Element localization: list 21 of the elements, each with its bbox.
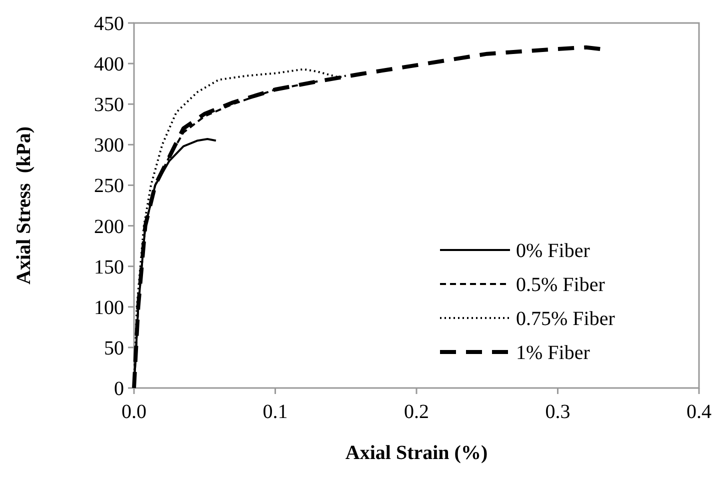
y-tick-label: 450 (94, 13, 124, 35)
y-tick-label: 350 (94, 94, 124, 116)
x-tick-label: 0.3 (545, 401, 570, 423)
x-tick-label: 0.2 (404, 401, 429, 423)
y-tick-label: 400 (94, 54, 124, 76)
y-tick-label: 50 (104, 337, 124, 360)
y-axis-title: Axial Stress (kPa) (13, 126, 35, 284)
legend-label: 0% Fiber (516, 240, 590, 262)
y-tick-label: 250 (94, 175, 124, 198)
legend-label: 1% Fiber (516, 342, 590, 364)
legend-label: 0.75% Fiber (516, 308, 616, 330)
x-axis-title: Axial Strain (%) (345, 442, 488, 464)
x-tick-label: 0.1 (262, 401, 288, 423)
y-tick-label: 0 (114, 378, 124, 400)
y-tick-label: 150 (94, 256, 124, 278)
y-tick-label: 200 (94, 216, 124, 238)
y-tick-label: 100 (94, 296, 124, 319)
y-tick-label: 300 (94, 134, 124, 157)
legend-label: 0.5% Fiber (516, 274, 606, 296)
x-tick-label: 0.4 (686, 401, 712, 423)
x-tick-label: 0.0 (122, 401, 146, 423)
